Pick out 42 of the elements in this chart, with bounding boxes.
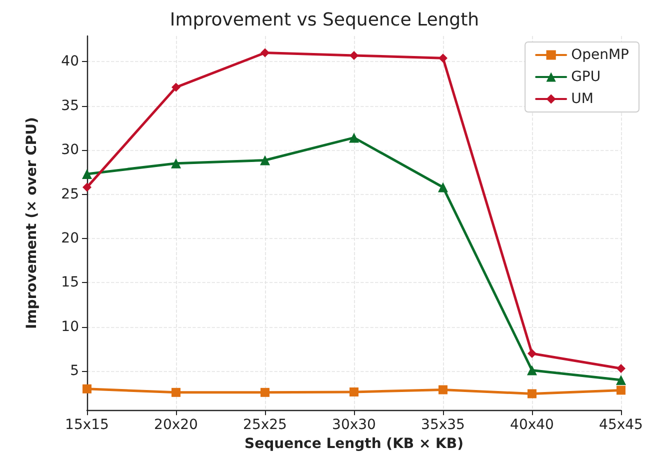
- y-tick-label: 10: [61, 318, 79, 335]
- point: [438, 54, 448, 63]
- x-tick-label: 40x40: [510, 417, 554, 434]
- point: [616, 364, 626, 374]
- legend-label: UM: [571, 91, 594, 107]
- x-tick-label: 20x20: [154, 417, 198, 434]
- point: [616, 386, 626, 395]
- point: [528, 389, 536, 398]
- x-axis-title: Sequence Length (KB × KB): [244, 436, 464, 452]
- point: [350, 50, 358, 60]
- x-tick-label: 30x30: [332, 417, 376, 434]
- y-tick-label: 15: [61, 274, 79, 291]
- y-axis-title: Improvement (× over CPU): [24, 117, 40, 330]
- point: [438, 385, 448, 394]
- point: [82, 384, 92, 394]
- y-tick-label: 30: [61, 142, 79, 158]
- point: [82, 168, 92, 179]
- x-tick-label: 15x15: [65, 417, 109, 434]
- point: [616, 375, 626, 386]
- point: [260, 388, 270, 397]
- x-tick-label: 35x35: [421, 417, 465, 434]
- x-tick-label: 45x45: [599, 417, 643, 434]
- y-tick-label: 35: [61, 98, 79, 114]
- point: [438, 182, 448, 192]
- point: [260, 48, 270, 58]
- x-tick-label: 25x25: [243, 417, 287, 434]
- point: [172, 82, 180, 92]
- point: [171, 158, 181, 168]
- y-tick-label: 5: [70, 363, 79, 380]
- point: [349, 132, 359, 143]
- point: [527, 365, 537, 376]
- chart-title: Improvement vs Sequence Length: [170, 10, 480, 30]
- point: [528, 349, 536, 358]
- y-tick-label: 20: [61, 230, 79, 247]
- legend-label: GPU: [571, 69, 601, 85]
- point: [82, 182, 92, 192]
- point: [350, 387, 358, 396]
- point: [260, 155, 270, 166]
- point: [172, 388, 180, 397]
- legend-label: OpenMP: [571, 47, 630, 63]
- y-tick-label: 25: [61, 186, 79, 202]
- y-tick-label: 40: [61, 54, 79, 70]
